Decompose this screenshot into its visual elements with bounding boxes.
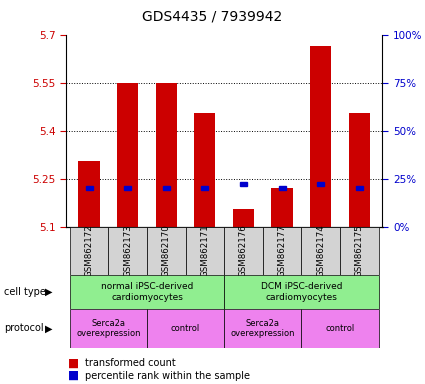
- Bar: [156, 83, 177, 227]
- Bar: [194, 113, 215, 227]
- Text: GSM862170: GSM862170: [162, 224, 171, 277]
- Text: DCM iPSC-derived
cardiomyocytes: DCM iPSC-derived cardiomyocytes: [261, 282, 342, 301]
- Text: transformed count: transformed count: [85, 358, 176, 368]
- Bar: [224, 227, 263, 275]
- Bar: [117, 83, 138, 227]
- Bar: [301, 309, 379, 348]
- Text: normal iPSC-derived
cardiomyocytes: normal iPSC-derived cardiomyocytes: [101, 282, 193, 301]
- Bar: [147, 309, 224, 348]
- Text: ▶: ▶: [45, 323, 53, 333]
- Text: ■: ■: [68, 356, 79, 369]
- Bar: [340, 227, 379, 275]
- Text: Serca2a
overexpression: Serca2a overexpression: [230, 319, 295, 338]
- Bar: [147, 227, 186, 275]
- Bar: [263, 227, 301, 275]
- Bar: [349, 113, 370, 227]
- Bar: [70, 309, 147, 348]
- Bar: [233, 209, 254, 227]
- Text: protocol: protocol: [4, 323, 44, 333]
- Text: GSM862173: GSM862173: [123, 224, 132, 277]
- Bar: [279, 186, 286, 190]
- Bar: [79, 161, 99, 227]
- Bar: [272, 188, 293, 227]
- Bar: [163, 186, 170, 190]
- Bar: [317, 182, 324, 186]
- Text: GDS4435 / 7939942: GDS4435 / 7939942: [142, 10, 283, 23]
- Text: control: control: [171, 324, 200, 333]
- Bar: [124, 186, 131, 190]
- Text: Serca2a
overexpression: Serca2a overexpression: [76, 319, 141, 338]
- Bar: [186, 227, 224, 275]
- Bar: [301, 227, 340, 275]
- Text: GSM862177: GSM862177: [278, 224, 286, 277]
- Bar: [70, 227, 108, 275]
- Text: GSM862172: GSM862172: [85, 224, 94, 277]
- Text: cell type: cell type: [4, 287, 46, 297]
- Text: GSM862171: GSM862171: [200, 224, 210, 277]
- Text: ▶: ▶: [45, 287, 53, 297]
- Bar: [240, 182, 247, 186]
- Text: ■: ■: [68, 369, 79, 382]
- Bar: [70, 275, 224, 309]
- Text: GSM862175: GSM862175: [355, 224, 364, 277]
- Bar: [224, 309, 301, 348]
- Text: GSM862174: GSM862174: [316, 224, 325, 277]
- Bar: [224, 275, 379, 309]
- Text: control: control: [326, 324, 354, 333]
- Bar: [201, 186, 208, 190]
- Text: percentile rank within the sample: percentile rank within the sample: [85, 371, 250, 381]
- Text: GSM862176: GSM862176: [239, 224, 248, 277]
- Bar: [108, 227, 147, 275]
- Bar: [356, 186, 363, 190]
- Bar: [85, 186, 93, 190]
- Bar: [310, 46, 332, 227]
